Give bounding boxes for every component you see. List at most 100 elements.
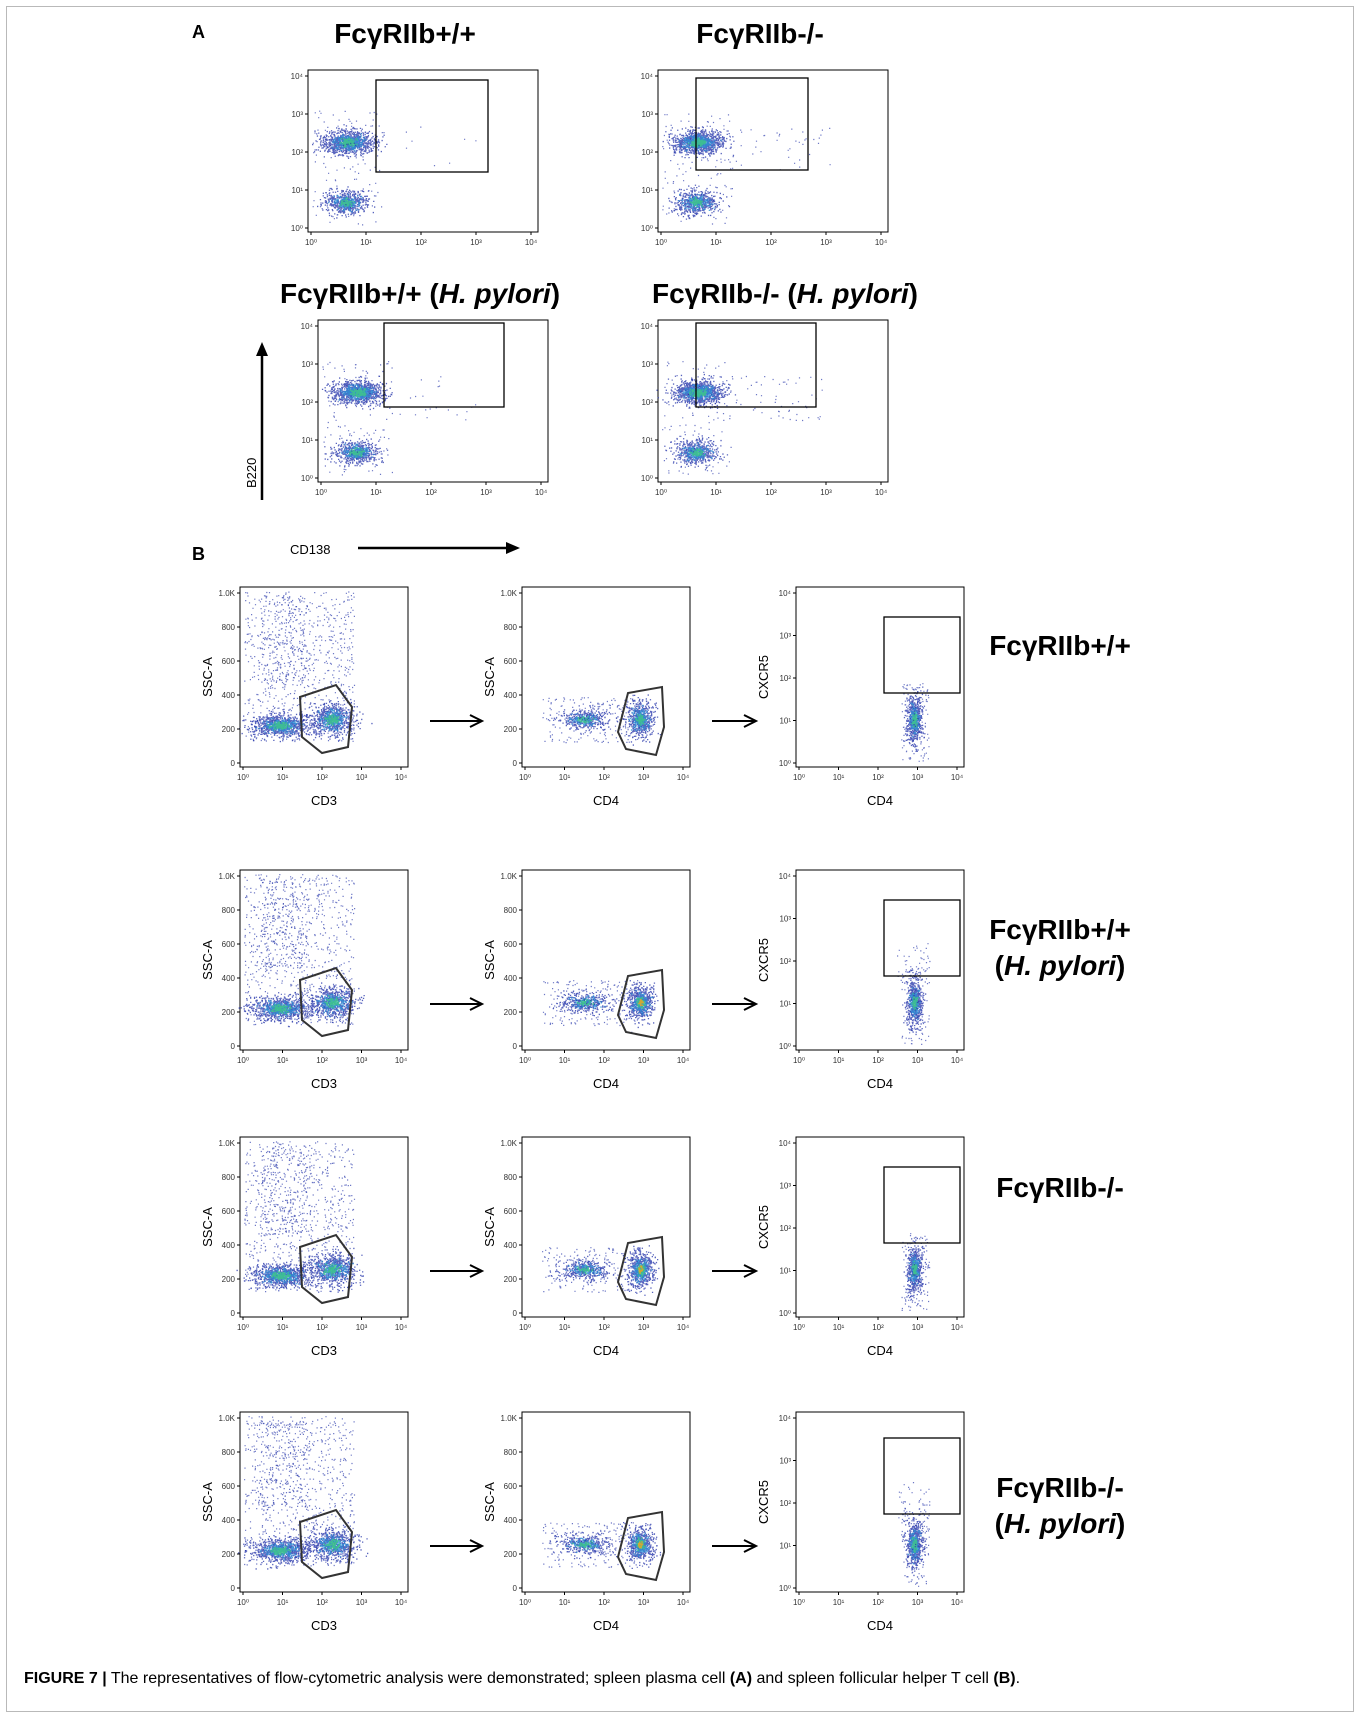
plot-b-row2-col1-ytick-1: 200	[222, 1008, 236, 1017]
plot-b-row2-col3-xtick-2: 10²	[872, 1056, 884, 1065]
plot-b-row1-col1-xtick-3: 10³	[356, 773, 368, 782]
panel-a-title-wt: FcγRIIb+/+	[334, 18, 476, 49]
plot-b-row1-col2-xtick-3: 10³	[638, 773, 650, 782]
plot-b-row3-col1-ytick-4: 800	[222, 1173, 236, 1182]
plot-b-row3-col2-xtick-0: 10⁰	[519, 1323, 531, 1332]
plot-a-ko-hpylori-ytick-1: 10¹	[641, 436, 653, 445]
figure-caption: FIGURE 7 | The representatives of flow-c…	[24, 1670, 1021, 1687]
plot-b-row1-col1-xlabel: CD3	[311, 793, 337, 808]
plot-b-row2-col2-gate	[616, 968, 666, 1040]
plot-b-row1-col2-ytick-5: 1.0K	[501, 589, 518, 598]
plot-b-row1-col2-ytick-0: 0	[513, 759, 518, 768]
gating-arrow-row2-2	[712, 997, 759, 1011]
plot-b-row2-col1-xtick-1: 10¹	[277, 1056, 289, 1065]
panel-a-letter: A	[192, 22, 205, 42]
plot-a-wt-gate	[375, 79, 489, 173]
plot-b-row1-col2-ytick-1: 200	[504, 725, 518, 734]
plot-a-ko-hpylori-xtick-2: 10²	[765, 488, 777, 497]
plot-b-row2-col1: 0 200 400 600 800 1.0K 10⁰ 10¹ 10² 10³ 10⁴ SSC-A CD3	[200, 869, 409, 1091]
plot-b-row3-col2-xtick-1: 10¹	[559, 1323, 571, 1332]
plot-b-row2-col1-xtick-0: 10⁰	[237, 1056, 249, 1065]
plot-b-row4-col1-gate	[298, 1508, 354, 1580]
gating-arrow-row1-2	[712, 714, 759, 728]
cd138-axis-label: CD138	[290, 542, 331, 557]
plot-b-row4-col3-ytick-3: 10³	[779, 1457, 791, 1466]
plot-b-row1-col3-xtick-2: 10²	[872, 773, 884, 782]
plot-b-row2-col1-gate	[298, 966, 354, 1038]
plot-b-row4-col3-xtick-1: 10¹	[833, 1598, 845, 1607]
plot-b-row2-col3-gate	[883, 899, 961, 977]
plot-a-wt-xtick-1: 10¹	[360, 238, 372, 247]
plot-b-row3-col1-xtick-1: 10¹	[277, 1323, 289, 1332]
plot-b-row4-col2-xtick-1: 10¹	[559, 1598, 571, 1607]
plot-b-row1-col3-xtick-0: 10⁰	[793, 773, 805, 782]
plot-b-row3-col1: 0 200 400 600 800 1.0K 10⁰ 10¹ 10² 10³ 10⁴ SSC-A CD3	[200, 1136, 409, 1358]
plot-a-wt-hpylori-xtick-4: 10⁴	[535, 488, 548, 497]
plot-b-row2-col2-xtick-0: 10⁰	[519, 1056, 531, 1065]
plot-b-row3-col1-ytick-0: 0	[231, 1309, 236, 1318]
plot-b-row4-col1-ytick-2: 400	[222, 1516, 236, 1525]
plot-b-row1-col1-ytick-0: 0	[231, 759, 236, 768]
plot-a-ko-hpylori-ytick-4: 10⁴	[641, 322, 654, 331]
plot-b-row3-col1-xtick-3: 10³	[356, 1323, 368, 1332]
plot-b-row3-col3-ytick-3: 10³	[779, 1182, 791, 1191]
plot-b-row4-col2-ytick-3: 600	[504, 1482, 518, 1491]
plot-b-row1-col3-xlabel: CD4	[867, 793, 893, 808]
panel-b-letter: B	[192, 544, 205, 564]
plot-b-row2-col1-xtick-4: 10⁴	[395, 1056, 408, 1065]
plot-b-row1-col2: 0 200 400 600 800 1.0K 10⁰ 10¹ 10² 10³ 10⁴ SSC-A CD4	[482, 586, 691, 808]
panel-a-title-wt-hpylori: FcγRIIb+/+ (H. pylori)	[279, 278, 561, 309]
plot-b-row3-col3-xtick-1: 10¹	[833, 1323, 845, 1332]
figure-frame	[6, 6, 1354, 1712]
plot-a-ko-hpylori-xtick-0: 10⁰	[655, 488, 667, 497]
panel-a-title-ko-hpylori: FcγRIIb-/- (H. pylori)	[651, 278, 918, 309]
plot-b-row2-col3-xtick-1: 10¹	[833, 1056, 845, 1065]
plot-b-row2-col2-ytick-5: 1.0K	[501, 872, 518, 881]
plot-a-wt-ytick-2: 10²	[291, 148, 303, 157]
plot-b-row3-col1-ytick-3: 600	[222, 1207, 236, 1216]
plot-a-wt-hpylori-gate	[383, 322, 505, 408]
plot-a-wt-hpylori-ytick-4: 10⁴	[301, 322, 314, 331]
plot-b-row1-col1-xtick-0: 10⁰	[237, 773, 249, 782]
plot-a-wt-hpylori-ytick-2: 10²	[301, 398, 313, 407]
plot-b-row1-col3-ytick-1: 10¹	[779, 717, 791, 726]
plot-b-row1-col1-xtick-2: 10²	[316, 773, 328, 782]
plot-a-ko-ytick-3: 10³	[641, 110, 653, 119]
plot-a-ko-ytick-2: 10²	[641, 148, 653, 157]
gating-arrow-row3-2	[712, 1264, 759, 1278]
plot-b-row1-col1-ytick-1: 200	[222, 725, 236, 734]
plot-b-row2-col2-ytick-0: 0	[513, 1042, 518, 1051]
plot-b-row3-col3-xtick-3: 10³	[912, 1323, 924, 1332]
plot-b-row1-col2-ylabel: SSC-A	[482, 657, 497, 697]
plot-b-row1-col1-ytick-5: 1.0K	[219, 589, 236, 598]
plot-b-row4-col2-ylabel: SSC-A	[482, 1482, 497, 1522]
plot-b-row3-col2-ytick-4: 800	[504, 1173, 518, 1182]
plot-b-row1-col1-xtick-1: 10¹	[277, 773, 289, 782]
plot-b-row3-col3-ylabel: CXCR5	[756, 1205, 771, 1249]
plot-b-row2-col1-ytick-2: 400	[222, 974, 236, 983]
plot-a-wt-hpylori-xtick-2: 10²	[425, 488, 437, 497]
plot-b-row3-col1-gate	[298, 1233, 354, 1305]
plot-b-row4-col2-xtick-4: 10⁴	[677, 1598, 690, 1607]
plot-a-wt-hpylori-xtick-3: 10³	[480, 488, 492, 497]
b220-axis-label: B220	[244, 457, 259, 488]
plot-b-row1-col3-ytick-0: 10⁰	[779, 759, 791, 768]
cd138-axis-arrow	[358, 542, 520, 554]
plot-b-row2-col2-xtick-1: 10¹	[559, 1056, 571, 1065]
plot-b-row1-col2-xtick-4: 10⁴	[677, 773, 690, 782]
plot-b-row4-col3: 10⁰ 10¹ 10² 10³ 10⁴ 10⁰ 10¹ 10² 10³ 10⁴ CXCR5 CD4	[756, 1411, 965, 1633]
plot-b-row3-col2-ylabel: SSC-A	[482, 1207, 497, 1247]
plot-b-row3-col2: 0 200 400 600 800 1.0K 10⁰ 10¹ 10² 10³ 10⁴ SSC-A CD4	[482, 1136, 691, 1358]
plot-b-row2-col2-ytick-4: 800	[504, 906, 518, 915]
plot-b-row1-col3-ylabel: CXCR5	[756, 655, 771, 699]
plot-b-row2-col1-ylabel: SSC-A	[200, 940, 215, 980]
plot-b-row2-col3-xtick-3: 10³	[912, 1056, 924, 1065]
gating-arrow-row4-2	[712, 1539, 759, 1553]
plot-b-row4-col3-ytick-4: 10⁴	[779, 1414, 792, 1423]
plot-b-row3-col3-xtick-0: 10⁰	[793, 1323, 805, 1332]
plot-b-row4-col2-xtick-3: 10³	[638, 1598, 650, 1607]
plot-a-ko-hpylori-ytick-2: 10²	[641, 398, 653, 407]
plot-a-wt-xtick-2: 10²	[415, 238, 427, 247]
plot-b-row2-col1-ytick-3: 600	[222, 940, 236, 949]
plot-b-row4-col3-xtick-3: 10³	[912, 1598, 924, 1607]
